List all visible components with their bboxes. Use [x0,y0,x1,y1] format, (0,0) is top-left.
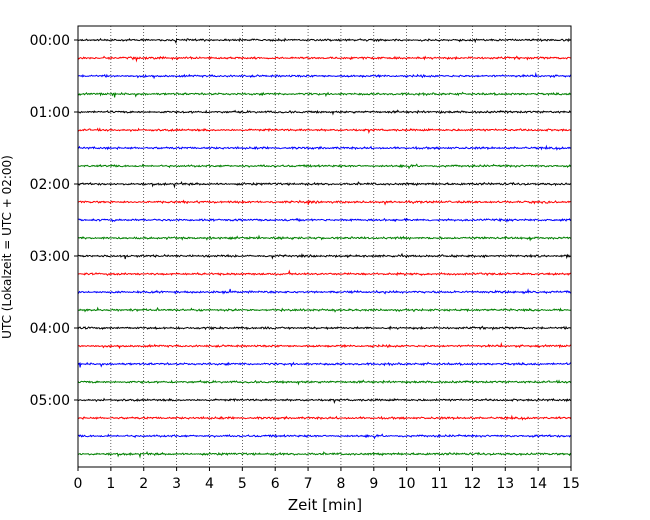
x-tick-label: 5 [238,476,247,492]
x-axis-label: Zeit [min] [288,496,362,514]
y-tick-label: 04:00 [30,321,70,337]
traces [77,37,572,459]
seismic-trace [77,109,572,116]
seismic-trace [77,269,572,277]
y-tick-label: 03:00 [30,249,70,265]
seismic-trace [77,397,572,404]
seismic-trace [77,414,572,421]
seismic-trace [77,37,572,45]
x-tick-label: 12 [463,476,481,492]
x-tick-label: 10 [398,476,416,492]
seismic-trace [77,252,572,260]
seismic-trace [77,234,572,242]
seismic-trace [77,379,572,386]
seismic-trace [77,55,572,63]
seismic-trace [77,361,572,368]
seismic-trace [77,217,572,223]
y-tick-label: 01:00 [30,105,70,121]
seismic-trace [77,144,572,151]
seismic-trace [77,163,572,170]
x-tick-label: 14 [529,476,547,492]
x-tick-label: 11 [431,476,449,492]
y-axis-label: UTC (Lokalzeit = UTC + 02:00) [0,155,14,339]
x-tick-label: 15 [562,476,580,492]
x-tick-label: 9 [369,476,378,492]
x-tick-label: 3 [172,476,181,492]
seismic-trace [77,181,572,189]
x-tick-label: 6 [271,476,280,492]
x-axis-ticks: 0 1 2 3 4 5 6 7 8 9 10 11 12 13 14 15 [74,467,580,492]
seismic-trace [77,325,572,331]
seismic-trace [77,71,572,80]
seismic-trace [77,127,572,134]
seismic-trace [77,306,572,313]
seismic-trace [77,433,572,440]
plot-frame [77,25,572,468]
y-tick-label: 02:00 [30,177,70,193]
x-tick-label: 7 [304,476,313,492]
x-tick-label: 13 [496,476,514,492]
seismic-trace [77,199,572,206]
seismic-trace [77,451,572,459]
seismic-trace [77,288,572,295]
x-tick-label: 8 [336,476,345,492]
x-tick-label: 2 [139,476,148,492]
y-tick-label: 05:00 [30,393,70,409]
x-tick-label: 0 [74,476,83,492]
seismic-trace [77,341,572,350]
y-tick-label: 00:00 [30,33,70,49]
seismic-trace [77,91,572,98]
y-axis-ticks: 00:00 01:00 02:00 03:00 04:00 05:00 [30,33,78,409]
x-tick-label: 4 [205,476,214,492]
x-tick-label: 1 [106,476,115,492]
